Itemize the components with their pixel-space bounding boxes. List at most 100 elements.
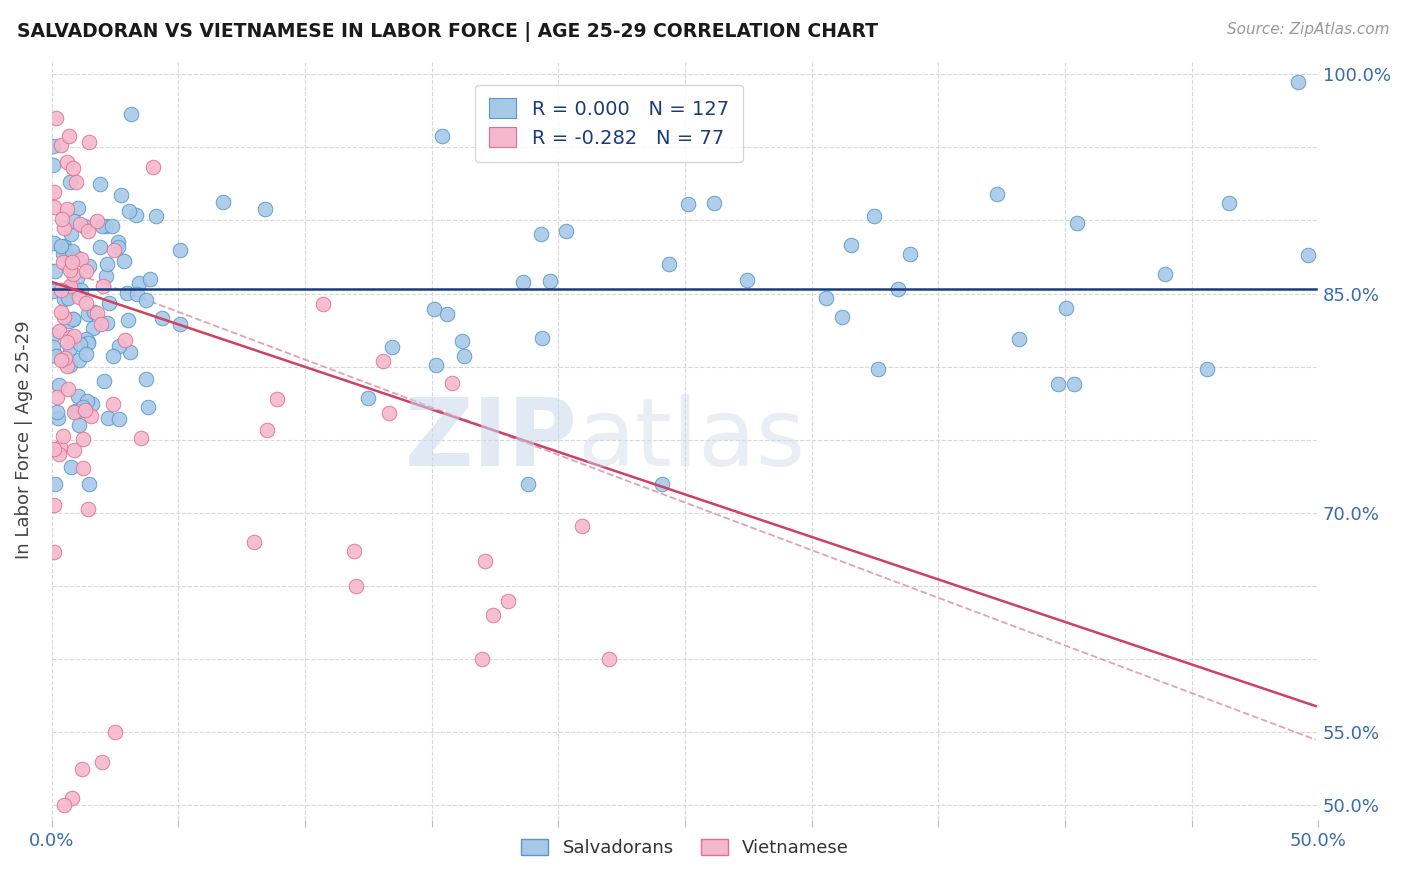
Point bbox=[59, 330, 82, 344]
Point bbox=[72, 401, 94, 415]
Point bbox=[117, 312, 139, 326]
Point bbox=[62, 312, 84, 326]
Point bbox=[49, 138, 72, 153]
Point bbox=[75, 403, 97, 417]
Point bbox=[86, 214, 108, 228]
Point bbox=[49, 283, 72, 297]
Point bbox=[75, 264, 97, 278]
Point bbox=[986, 187, 1008, 202]
Point bbox=[44, 476, 66, 491]
Point bbox=[898, 247, 921, 261]
Point bbox=[62, 244, 84, 258]
Point bbox=[70, 762, 93, 776]
Point bbox=[1046, 377, 1069, 392]
Point bbox=[886, 282, 908, 296]
Point bbox=[49, 353, 72, 368]
Point bbox=[65, 175, 87, 189]
Point bbox=[55, 359, 77, 373]
Point bbox=[52, 239, 75, 253]
Point bbox=[97, 410, 120, 425]
Point bbox=[56, 382, 79, 396]
Point bbox=[423, 301, 446, 316]
Point bbox=[63, 328, 86, 343]
Point bbox=[1286, 74, 1309, 88]
Point bbox=[55, 334, 77, 349]
Point bbox=[253, 202, 276, 217]
Point bbox=[45, 112, 67, 126]
Point bbox=[91, 755, 114, 769]
Point bbox=[69, 283, 91, 297]
Point bbox=[42, 158, 65, 172]
Point bbox=[115, 286, 138, 301]
Point bbox=[1195, 362, 1218, 376]
Point bbox=[82, 397, 104, 411]
Point bbox=[53, 310, 76, 325]
Point bbox=[94, 269, 117, 284]
Point bbox=[90, 317, 112, 331]
Point bbox=[474, 554, 496, 568]
Point bbox=[342, 544, 364, 558]
Point bbox=[598, 652, 620, 666]
Y-axis label: In Labor Force | Age 25-29: In Labor Force | Age 25-29 bbox=[15, 320, 32, 559]
Text: atlas: atlas bbox=[578, 394, 806, 486]
Point bbox=[381, 341, 404, 355]
Point bbox=[831, 310, 853, 324]
Point bbox=[44, 185, 66, 199]
Point bbox=[44, 545, 66, 559]
Point bbox=[55, 202, 77, 216]
Point bbox=[103, 243, 125, 257]
Point bbox=[55, 155, 77, 169]
Legend: Salvadorans, Vietnamese: Salvadorans, Vietnamese bbox=[513, 831, 856, 864]
Point bbox=[51, 212, 73, 227]
Point bbox=[62, 404, 84, 418]
Text: Source: ZipAtlas.com: Source: ZipAtlas.com bbox=[1226, 22, 1389, 37]
Point bbox=[94, 219, 117, 233]
Point bbox=[58, 278, 80, 293]
Point bbox=[145, 209, 167, 223]
Point bbox=[1218, 196, 1240, 211]
Point bbox=[108, 339, 131, 353]
Point bbox=[53, 798, 76, 813]
Point bbox=[45, 405, 67, 419]
Point bbox=[134, 293, 156, 307]
Point bbox=[90, 219, 112, 233]
Point bbox=[453, 350, 475, 364]
Point bbox=[63, 403, 86, 417]
Point bbox=[77, 476, 100, 491]
Point bbox=[75, 332, 97, 346]
Point bbox=[98, 296, 121, 310]
Point bbox=[48, 324, 70, 338]
Point bbox=[86, 306, 108, 320]
Point bbox=[65, 250, 87, 264]
Point bbox=[70, 252, 93, 267]
Point bbox=[67, 404, 90, 418]
Point bbox=[59, 359, 82, 373]
Point bbox=[96, 316, 118, 330]
Point bbox=[77, 259, 100, 273]
Point bbox=[110, 188, 132, 202]
Point bbox=[91, 279, 114, 293]
Point bbox=[89, 177, 111, 191]
Point bbox=[451, 334, 474, 348]
Point bbox=[129, 431, 152, 445]
Point bbox=[53, 351, 76, 365]
Point bbox=[44, 200, 66, 214]
Point bbox=[72, 461, 94, 475]
Point bbox=[52, 255, 75, 269]
Point bbox=[83, 305, 105, 319]
Point bbox=[169, 317, 191, 331]
Point bbox=[59, 175, 82, 189]
Point bbox=[125, 208, 148, 222]
Point bbox=[104, 725, 127, 739]
Point bbox=[866, 361, 889, 376]
Point bbox=[735, 273, 758, 287]
Point bbox=[89, 240, 111, 254]
Point bbox=[66, 389, 89, 403]
Point bbox=[256, 423, 278, 437]
Point bbox=[496, 593, 519, 607]
Point bbox=[62, 267, 84, 281]
Point bbox=[52, 247, 75, 261]
Point bbox=[77, 335, 100, 350]
Point bbox=[60, 791, 83, 805]
Point bbox=[75, 347, 97, 361]
